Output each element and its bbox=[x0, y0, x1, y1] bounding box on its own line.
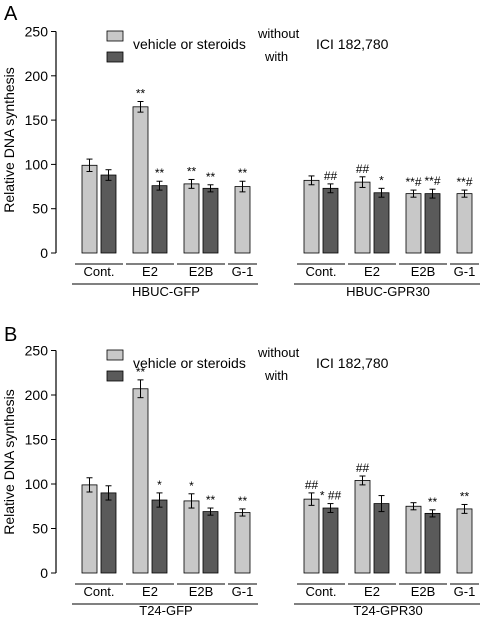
y-tick-label: 0 bbox=[40, 245, 48, 261]
bar bbox=[354, 181, 371, 254]
panel-label: B bbox=[4, 324, 17, 346]
legend-label-without: without bbox=[257, 345, 300, 360]
bar bbox=[373, 503, 390, 574]
significance-mark: * ## bbox=[320, 489, 342, 503]
bar bbox=[322, 187, 339, 254]
bar bbox=[405, 505, 422, 574]
bar bbox=[81, 164, 98, 254]
category-label: Cont. bbox=[305, 584, 336, 599]
bar bbox=[151, 185, 168, 254]
significance-mark: * bbox=[189, 479, 194, 493]
y-tick-label: 50 bbox=[32, 521, 48, 537]
significance-mark: **# bbox=[456, 175, 472, 189]
category-label: G-1 bbox=[232, 264, 254, 279]
category-label: Cont. bbox=[83, 584, 114, 599]
significance-mark: ** bbox=[238, 494, 248, 508]
bar bbox=[303, 179, 320, 254]
legend-label-with: with bbox=[264, 368, 288, 383]
y-tick-label: 50 bbox=[32, 201, 48, 217]
legend-swatch-with bbox=[106, 51, 124, 63]
legend-label-ici: ICI 182,780 bbox=[316, 36, 389, 52]
bar bbox=[354, 480, 371, 574]
bar bbox=[424, 193, 441, 254]
group-label: HBUC-GPR30 bbox=[346, 284, 430, 299]
category-label: E2B bbox=[189, 264, 214, 279]
bar bbox=[202, 511, 219, 574]
category-label: E2 bbox=[142, 584, 158, 599]
legend-label-without: without bbox=[257, 26, 300, 41]
significance-mark: ## bbox=[305, 478, 319, 492]
bar bbox=[456, 508, 473, 574]
bar bbox=[132, 106, 149, 254]
panel-label: A bbox=[4, 3, 18, 25]
significance-mark: ** bbox=[238, 166, 248, 180]
significance-mark: ## bbox=[324, 169, 338, 183]
bar bbox=[100, 174, 117, 254]
group-label: T24-GPR30 bbox=[353, 603, 422, 618]
significance-mark: ** bbox=[428, 495, 438, 509]
bar bbox=[81, 484, 98, 574]
significance-mark: ** bbox=[206, 493, 216, 507]
category-label: G-1 bbox=[454, 584, 476, 599]
bar bbox=[234, 512, 251, 574]
group-label: HBUC-GFP bbox=[132, 284, 200, 299]
y-axis-label: Relative DNA synthesis bbox=[1, 389, 17, 535]
legend-swatch-without bbox=[106, 30, 124, 42]
bar bbox=[100, 492, 117, 574]
bar bbox=[424, 512, 441, 574]
bar bbox=[234, 186, 251, 254]
bar bbox=[183, 183, 200, 254]
legend-swatch-with bbox=[106, 370, 124, 382]
legend-label-ici: ICI 182,780 bbox=[316, 355, 389, 371]
bar bbox=[405, 193, 422, 254]
legend-label-vehicle: vehicle or steroids bbox=[133, 355, 246, 371]
bar bbox=[183, 500, 200, 574]
significance-mark: ## bbox=[356, 461, 370, 475]
legend-label-vehicle: vehicle or steroids bbox=[133, 36, 246, 52]
significance-mark: **# bbox=[424, 174, 440, 188]
significance-mark: * bbox=[379, 173, 384, 187]
significance-mark: **# bbox=[405, 175, 421, 189]
category-label: E2 bbox=[364, 584, 380, 599]
category-label: G-1 bbox=[454, 264, 476, 279]
significance-mark: ** bbox=[155, 166, 165, 180]
category-label: E2B bbox=[411, 584, 436, 599]
legend-label-with: with bbox=[264, 49, 288, 64]
y-tick-label: 150 bbox=[25, 432, 49, 448]
significance-mark: ** bbox=[206, 170, 216, 184]
y-tick-label: 200 bbox=[25, 68, 49, 84]
y-tick-label: 100 bbox=[25, 476, 49, 492]
y-tick-label: 200 bbox=[25, 387, 49, 403]
bar bbox=[202, 187, 219, 254]
category-label: Cont. bbox=[305, 264, 336, 279]
significance-mark: ** bbox=[187, 164, 197, 178]
bar bbox=[132, 388, 149, 574]
category-label: E2B bbox=[189, 584, 214, 599]
group-label: T24-GFP bbox=[139, 603, 192, 618]
y-tick-label: 100 bbox=[25, 156, 49, 172]
category-label: G-1 bbox=[232, 584, 254, 599]
significance-mark: ** bbox=[136, 86, 146, 100]
legend-swatch-without bbox=[106, 349, 124, 361]
significance-mark: ** bbox=[136, 365, 146, 379]
y-axis-label: Relative DNA synthesis bbox=[1, 67, 17, 213]
category-label: Cont. bbox=[83, 264, 114, 279]
category-label: E2 bbox=[364, 264, 380, 279]
bar bbox=[303, 498, 320, 574]
y-tick-label: 250 bbox=[25, 343, 49, 359]
significance-mark: ** bbox=[460, 489, 470, 503]
category-label: E2 bbox=[142, 264, 158, 279]
y-tick-label: 0 bbox=[40, 565, 48, 581]
bar bbox=[151, 499, 168, 574]
y-tick-label: 150 bbox=[25, 112, 49, 128]
bar bbox=[456, 193, 473, 254]
significance-mark: * bbox=[157, 478, 162, 492]
bar bbox=[373, 192, 390, 254]
category-label: E2B bbox=[411, 264, 436, 279]
significance-mark: ## bbox=[356, 162, 370, 176]
y-tick-label: 250 bbox=[25, 24, 49, 40]
bar bbox=[322, 507, 339, 574]
